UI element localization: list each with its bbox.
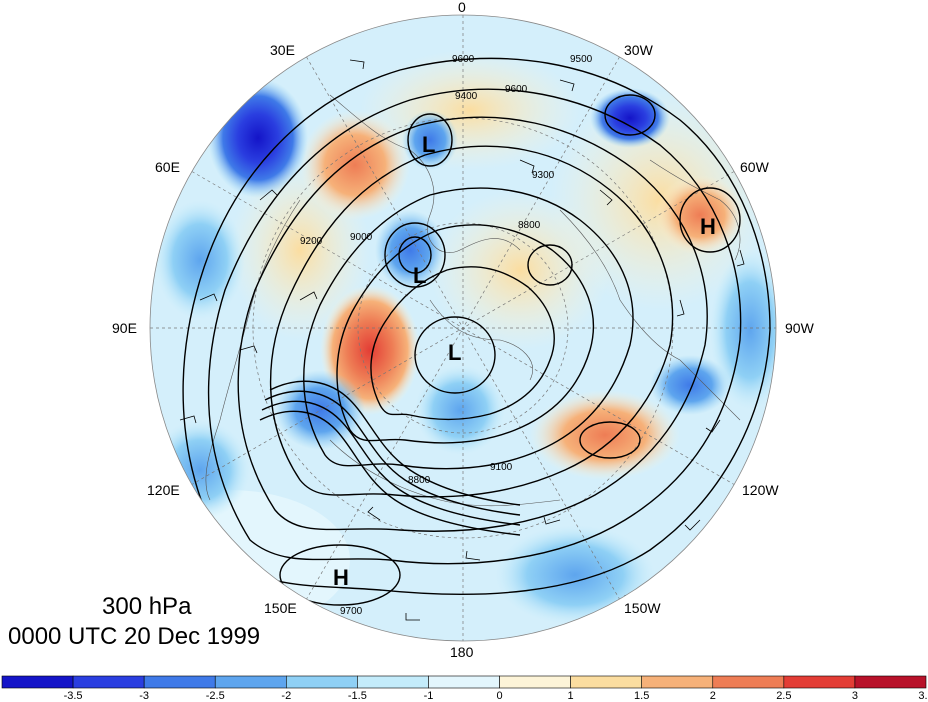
colorbar-tick-label: 3 (852, 690, 858, 702)
contour-label: 9700 (340, 606, 363, 617)
contour-label: 9600 (505, 84, 528, 95)
contour-label: 9400 (455, 91, 478, 102)
longitude-label: 150W (624, 600, 661, 616)
contour-label: 9500 (570, 54, 593, 65)
anomaly-shading (150, 15, 776, 641)
colorbar-swatch (1, 675, 74, 689)
longitude-label: 0 (458, 0, 466, 15)
contour-label: 8800 (518, 220, 541, 231)
low-center-label: L (422, 132, 435, 157)
low-center-label: L (448, 340, 461, 365)
colorbar-swatch (854, 675, 927, 689)
colorbar-swatch (357, 675, 429, 689)
longitude-label: 60E (155, 159, 180, 175)
high-center-label: H (700, 214, 716, 239)
map-border (149, 14, 777, 642)
contour-label: 9200 (300, 236, 323, 247)
colorbar-tick-label: -1.5 (348, 690, 367, 702)
colorbar-tick-label: 0 (496, 690, 502, 702)
colorbar-tick-label: -2.5 (206, 690, 225, 702)
colorbar-tick-label: 2 (710, 690, 716, 702)
longitude-label: 180 (450, 644, 474, 660)
longitude-label: 30W (624, 42, 654, 58)
colorbar-swatch (641, 675, 714, 689)
colorbar-tick-label: -3 (139, 690, 149, 702)
pressure-level-title: 300 hPa (102, 593, 192, 620)
height-contours (182, 57, 771, 606)
colorbar-tick-label: 1 (568, 690, 574, 702)
colorbar-swatch (72, 675, 145, 689)
longitude-label: 30E (270, 42, 295, 58)
colorbar: -3.5 -3 -2.5 -2 -1.5 -1 0 1 1.5 2 2.5 3 3.5 (1, 675, 928, 702)
contour-label: 9000 (350, 232, 373, 243)
colorbar-swatch (286, 675, 358, 689)
longitude-label: 150E (264, 600, 297, 616)
colorbar-tick-label: -3.5 (64, 690, 83, 702)
longitude-label: 120W (742, 482, 779, 498)
longitude-label: 90E (112, 320, 137, 336)
colorbar-tick-label: 3.5 (918, 690, 928, 702)
contour-label: 9600 (452, 54, 475, 65)
contour-labels: 9600 9600 9400 9300 9200 9100 9000 8800 … (300, 54, 593, 617)
valid-time-title: 0000 UTC 20 Dec 1999 (8, 623, 261, 650)
graticule (150, 15, 776, 641)
longitude-label: 60W (740, 159, 770, 175)
colorbar-swatch (712, 675, 785, 689)
colorbar-tick-label: -2 (281, 690, 291, 702)
longitude-label: 90W (785, 320, 815, 336)
colorbar-tick-label: 1.5 (634, 690, 649, 702)
longitude-label: 120E (147, 482, 180, 498)
contour-label: 9300 (532, 170, 555, 181)
longitude-labels: 0 30W 60W 90W 120W 150W 180 150E 120E 90… (112, 0, 815, 660)
colorbar-tick-label: -1 (424, 690, 434, 702)
colorbar-swatch (143, 675, 216, 689)
low-center-label: L (413, 263, 426, 288)
colorbar-swatch (428, 675, 500, 689)
contour-label: 8800 (408, 475, 431, 486)
high-center-label: H (333, 565, 349, 590)
colorbar-swatch (570, 675, 642, 689)
colorbar-swatch (783, 675, 856, 689)
wind-barbs (179, 59, 745, 621)
colorbar-swatch (499, 675, 571, 689)
contour-label: 9100 (490, 462, 513, 473)
colorbar-tick-label: 2.5 (776, 690, 791, 702)
colorbar-swatch (214, 675, 287, 689)
